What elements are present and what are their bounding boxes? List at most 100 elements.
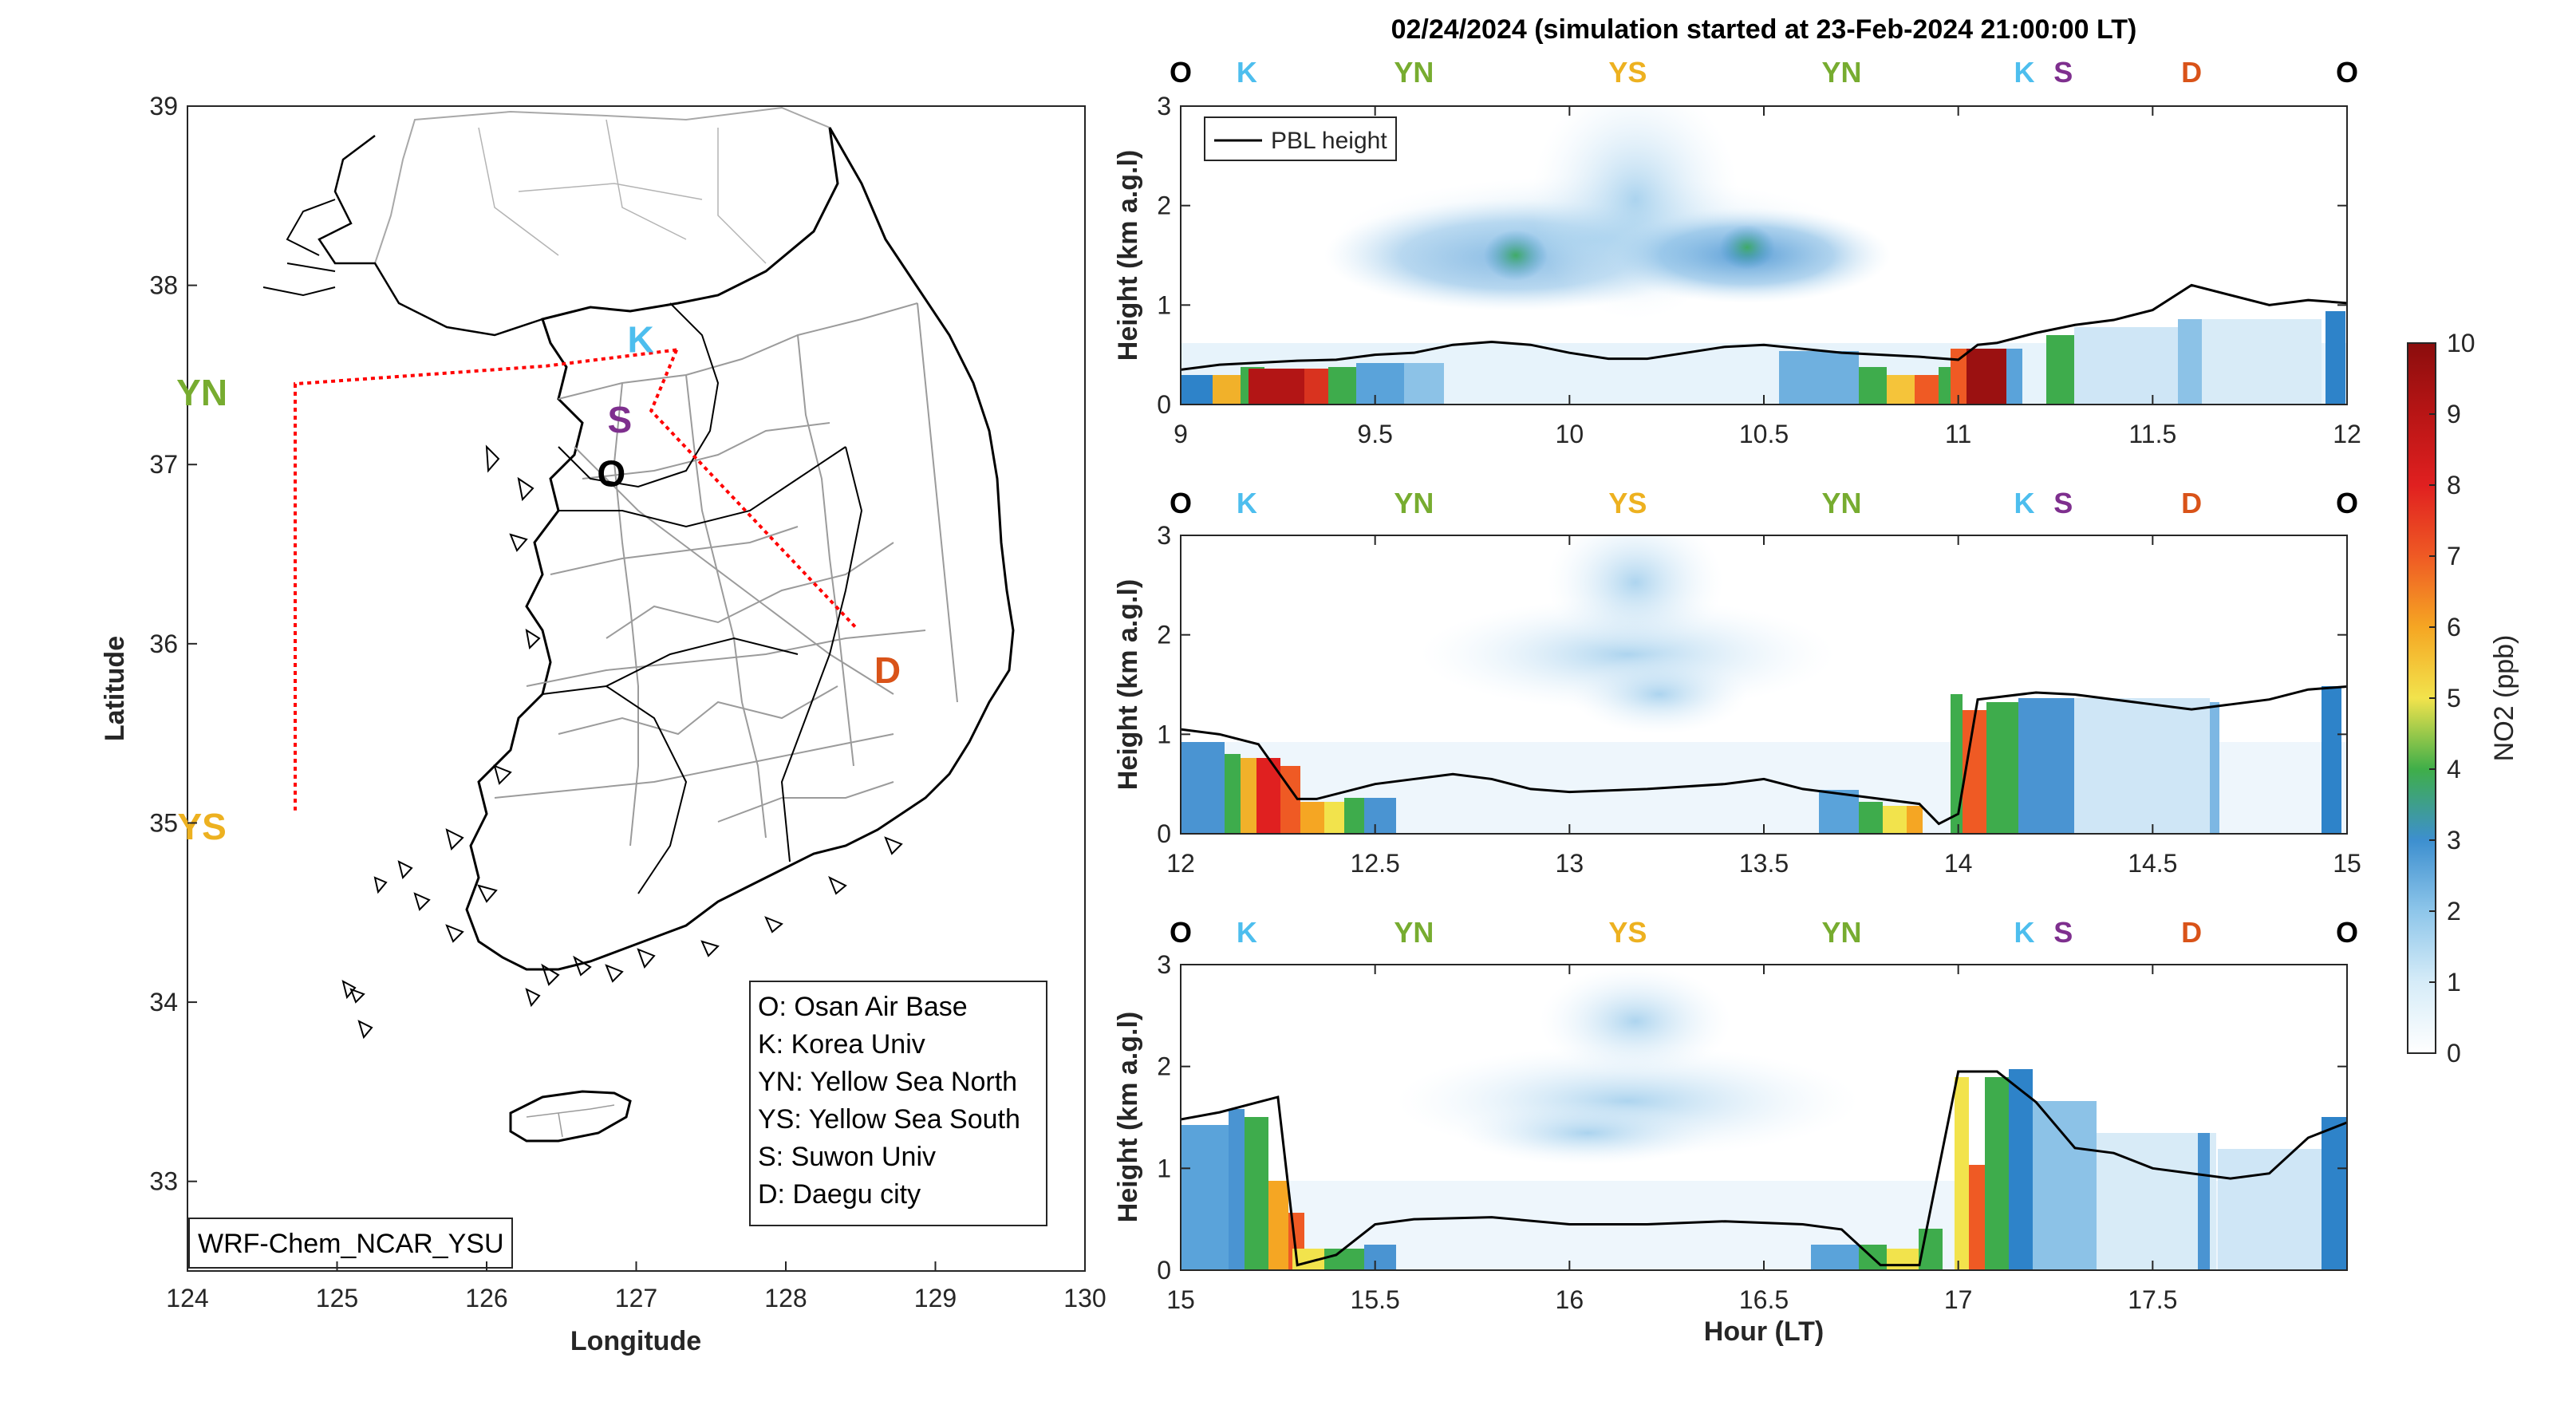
curtain-ytick-label: 1 [1157, 290, 1171, 319]
curtain-site-label-o: O [2336, 487, 2358, 519]
map-xtick-label: 126 [465, 1284, 507, 1312]
curtain-site-label-k: K [2014, 487, 2035, 519]
curtain-xtick-label: 13 [1556, 849, 1584, 878]
curtain-site-label-yn: YN [1394, 916, 1434, 949]
curtain-site-label-o: O [1170, 487, 1192, 519]
curtain-ytick-label: 1 [1157, 720, 1171, 748]
map-site-label-d: D [874, 649, 901, 691]
curtain-xtick-label: 16.5 [1739, 1285, 1789, 1314]
colorbar-tick-label: 0 [2447, 1039, 2461, 1068]
curtain-ylabel-2: Height (km a.g.l) [1113, 579, 1143, 790]
curtain-site-label-k: K [1237, 487, 1257, 519]
curtain-field-1 [1181, 106, 2347, 405]
map-site-label-yn: YN [176, 372, 227, 413]
curtain-ylabel-3: Height (km a.g.l) [1113, 1012, 1143, 1222]
colorbar-tick-label: 9 [2447, 400, 2461, 428]
curtain-ytick-label: 2 [1157, 191, 1171, 220]
curtain-field-3 [1181, 965, 2347, 1270]
model-label: WRF-Chem_NCAR_YSU [198, 1229, 504, 1259]
curtain-site-labels-2: O K YN YS YN K S D O [1170, 487, 2358, 519]
curtain-xtick-label: 11.5 [2128, 420, 2176, 448]
curtain-ytick-label: 1 [1157, 1154, 1171, 1182]
curtain-field-2 [1181, 535, 2347, 834]
curtain-site-label-yn: YN [1394, 56, 1434, 89]
major-boundaries [542, 302, 863, 894]
curtain-ytick-label: 0 [1157, 819, 1171, 848]
curtain-xtick-label: 12 [2333, 420, 2361, 448]
pbl-legend-label: PBL height [1271, 128, 1387, 154]
west-coast-islands [341, 444, 903, 1040]
map-panel: WRF-Chem_NCAR_YSU O: Osan Air Base K: Ko… [100, 92, 1107, 1356]
curtain-ytick-label: 3 [1157, 521, 1171, 550]
map-site-label-s: S [608, 399, 633, 440]
curtain-site-label-ys: YS [1608, 916, 1647, 949]
site-legend-item: YS: Yellow Sea South [758, 1104, 1020, 1135]
figure-title: 02/24/2024 (simulation started at 23-Feb… [1391, 14, 2137, 45]
curtain-xlabel: Hour (LT) [1704, 1316, 1824, 1347]
colorbar-tick-label: 7 [2447, 542, 2461, 570]
map-ytick-label: 35 [149, 808, 178, 837]
curtain-site-label-s: S [2053, 56, 2073, 89]
curtain-xtick-label: 14 [1944, 849, 1973, 878]
map-ytick-label: 37 [149, 450, 178, 479]
curtain-xtick-label: 17.5 [2128, 1285, 2177, 1314]
pbl-height-line [1181, 685, 2347, 826]
curtain-site-label-yn: YN [1821, 487, 1861, 519]
curtain-ytick-label: 2 [1157, 1052, 1171, 1081]
model-label-box [188, 1218, 513, 1269]
map-xtick-label: 124 [166, 1284, 208, 1312]
curtain-site-label-o: O [2336, 56, 2358, 89]
colorbar-tick-label: 3 [2447, 826, 2461, 855]
curtain-xtick-label: 12 [1166, 849, 1195, 878]
map-xtick-label: 128 [764, 1284, 807, 1312]
map-site-labels: KSO D YN YS [176, 319, 901, 847]
curtain-xtick-label: 15 [2333, 849, 2361, 878]
curtain-site-label-d: D [2181, 56, 2202, 89]
colorbar-tick-label: 4 [2447, 755, 2461, 783]
curtain-site-label-s: S [2053, 487, 2073, 519]
colorbar-tick-label: 6 [2447, 613, 2461, 641]
curtain-ytick-label: 2 [1157, 621, 1171, 649]
curtain-site-label-k: K [1237, 916, 1257, 949]
curtain-xtick-label: 17 [1944, 1285, 1973, 1314]
curtain-xtick-label: 9.5 [1357, 420, 1392, 448]
site-legend-item: O: Osan Air Base [758, 992, 968, 1022]
curtain-site-label-k: K [2014, 916, 2035, 949]
curtain-ytick-label: 0 [1157, 1256, 1171, 1285]
curtain-site-label-s: S [2053, 916, 2073, 949]
curtain-xtick-label: 12.5 [1351, 849, 1400, 878]
map-xtick-label: 127 [615, 1284, 657, 1312]
curtain-site-label-k: K [1237, 56, 1257, 89]
map-ylabel: Latitude [100, 636, 130, 741]
curtain-site-label-ys: YS [1608, 56, 1647, 89]
site-legend-item: S: Suwon Univ [758, 1142, 936, 1172]
map-site-label-k: K [628, 319, 654, 361]
curtain-site-label-yn: YN [1394, 487, 1434, 519]
map-ytick-label: 38 [149, 271, 178, 300]
site-legend-item: YN: Yellow Sea North [758, 1067, 1017, 1097]
map-site-label-ys: YS [177, 806, 226, 847]
curtain-ticks-3: 15 15.5 16 16.5 17 17.5 0 1 2 3 [1157, 950, 2347, 1314]
jeju-island [509, 1090, 632, 1143]
curtain-xtick-label: 15 [1166, 1285, 1195, 1314]
curtain-site-label-ys: YS [1608, 487, 1647, 519]
colorbar-tick-label: 5 [2447, 684, 2461, 712]
curtain-xtick-label: 9 [1174, 420, 1188, 448]
curtain-xtick-label: 14.5 [2128, 849, 2177, 878]
flight-route [294, 348, 677, 811]
nk-west-coast [318, 135, 543, 337]
curtain-xtick-label: 10 [1556, 420, 1584, 448]
colorbar: 0 1 2 3 4 5 6 7 8 9 10 NO2 (ppb) [2407, 329, 2519, 1068]
curtain-xtick-label: 11 [1945, 420, 1971, 448]
colorbar-tick-label: 1 [2447, 968, 2461, 997]
map-geography: WRF-Chem_NCAR_YSU O: Osan Air Base K: Ko… [188, 106, 1047, 1269]
site-legend-item: D: Daegu city [758, 1179, 921, 1210]
curtain-site-labels-3: O K YN YS YN K S D O [1170, 916, 2358, 949]
curtain-ytick-label: 3 [1157, 950, 1171, 979]
map-ytick-label: 36 [149, 630, 178, 658]
map-ytick-label: 39 [149, 92, 178, 120]
